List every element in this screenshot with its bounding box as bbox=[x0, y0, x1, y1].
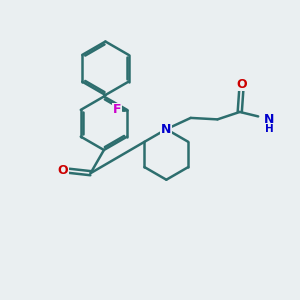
Text: F: F bbox=[112, 103, 121, 116]
Text: H: H bbox=[265, 124, 274, 134]
Text: O: O bbox=[57, 164, 68, 177]
Text: N: N bbox=[161, 123, 172, 136]
Text: O: O bbox=[236, 77, 247, 91]
Text: N: N bbox=[264, 113, 275, 126]
